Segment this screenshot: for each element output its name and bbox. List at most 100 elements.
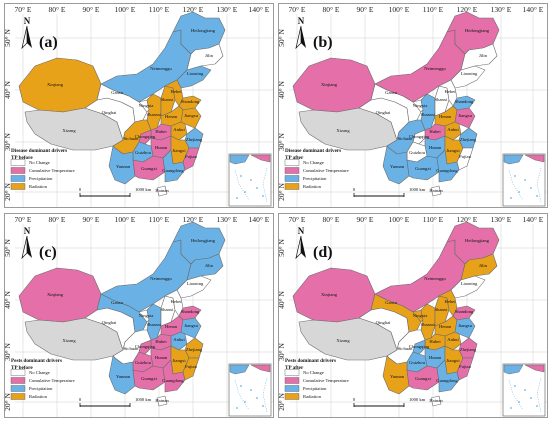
map-panel-d: 70° E 80° E 90° E 100° E 110° E 120° E 130° E 1… <box>278 213 548 418</box>
province-label-yunnan: Yunnan <box>390 164 405 169</box>
legend-label: Precipitation <box>303 176 327 181</box>
panel-letter: (c) <box>39 244 57 261</box>
lon-tick-label: 90° E <box>357 5 374 14</box>
province-label-chongqing: Chongqing <box>135 344 156 349</box>
province-label-guangdong: Guangdong <box>436 168 458 173</box>
province-label-jilin: Jilin <box>205 263 214 268</box>
province-label-shandong: Shandong <box>181 99 200 104</box>
lon-tick-label: 70° E <box>15 5 32 14</box>
province-label-jiangxi: Jiangxi <box>446 358 460 363</box>
province-guangdong <box>436 359 460 393</box>
province-label-sichuan: Sichuan <box>398 346 414 351</box>
province-label-neimenggu: Neimenggu <box>150 66 172 71</box>
province-label-guizhou: Guizhou <box>409 150 426 155</box>
legend-label: Radiation <box>303 184 322 189</box>
lon-tick-label: 90° E <box>83 5 100 14</box>
legend-swatch-radiation <box>284 183 300 190</box>
province-label-qinghai: Qinghai <box>102 320 118 325</box>
legend-swatch-no-change <box>284 369 300 376</box>
lon-tick-label: 80° E <box>49 5 66 14</box>
province-label-neimenggu: Neimenggu <box>150 276 172 281</box>
legend-title: TP after <box>285 365 304 371</box>
lon-tick-label: 140° E <box>249 215 270 224</box>
south-china-sea-inset <box>228 153 272 207</box>
lon-tick-label: 140° E <box>523 5 544 14</box>
province-label-shanxi: Shanxi <box>435 97 448 102</box>
lon-tick-label: 100° E <box>115 215 136 224</box>
legend-title: TP before <box>11 155 33 161</box>
scale-start-label: 0 <box>353 397 356 402</box>
province-label-ningxia: Ningxia <box>139 103 154 108</box>
legend-title: Disease dominant drivers <box>11 148 67 154</box>
province-guangdong <box>162 149 186 183</box>
legend-title: Pests dominant drivers <box>11 358 62 364</box>
legend-swatch-precipitation <box>10 175 26 182</box>
province-label-guangdong: Guangdong <box>162 378 184 383</box>
province-label-qinghai: Qinghai <box>376 320 392 325</box>
lat-tick-label: 20° N <box>279 183 286 201</box>
province-label-shandong: Shandong <box>455 99 474 104</box>
lon-tick-label: 120° E <box>183 215 204 224</box>
legend-label: Radiation <box>29 184 48 189</box>
scale-bar: 0 1000 km <box>353 397 426 407</box>
province-label-guangxi: Guangxi <box>415 376 432 381</box>
province-hainan <box>156 395 168 407</box>
province-label-hunan: Hunan <box>155 145 168 150</box>
province-label-xizang: Xizang <box>336 128 350 133</box>
lon-tick-label: 80° E <box>49 215 66 224</box>
province-label-anhui: Anhui <box>447 127 459 132</box>
province-label-shandong: Shandong <box>455 309 474 314</box>
legend-title: Pests dominant drivers <box>285 358 336 364</box>
legend-swatch-no-change <box>10 159 26 166</box>
map-svg: 70° E 80° E 90° E 100° E 110° E 120° E 130° E 1… <box>279 5 547 207</box>
legend-title: TP after <box>285 155 304 161</box>
legend-label: Radiation <box>303 394 322 399</box>
scale-end-label: 1000 km <box>409 397 426 402</box>
province-label-henan: Henan <box>439 324 452 329</box>
province-hainan <box>156 185 168 197</box>
legend-label: No Change <box>29 160 50 165</box>
province-label-guangdong: Guangdong <box>162 168 184 173</box>
province-label-guizhou: Guizhou <box>135 360 152 365</box>
lat-tick-label: 50° N <box>279 239 286 257</box>
lon-tick-label: 110° E <box>149 5 170 14</box>
legend-label: Radiation <box>29 394 48 399</box>
province-label-zhejiang: Zhejiang <box>186 137 203 142</box>
province-label-shaanxi: Shaanxi <box>421 322 437 327</box>
province-label-jiangxi: Jiangxi <box>172 148 186 153</box>
province-label-hebei: Hebei <box>171 299 183 304</box>
map-svg: 70° E 80° E 90° E 100° E 110° E 120° E 130° E 1… <box>279 215 547 417</box>
province-label-ningxia: Ningxia <box>413 313 428 318</box>
province-label-hainan: Hainan <box>429 398 443 403</box>
north-label: N <box>298 16 305 26</box>
lat-tick-label: 50° N <box>5 29 12 47</box>
lon-tick-label: 130° E <box>217 5 238 14</box>
lat-tick-label: 40° N <box>5 291 12 309</box>
province-label-sichuan: Sichuan <box>124 136 140 141</box>
province-label-chongqing: Chongqing <box>135 134 156 139</box>
scale-bar: 0 1000 km <box>79 397 152 407</box>
province-label-hebei: Hebei <box>445 89 457 94</box>
province-label-guizhou: Guizhou <box>409 360 426 365</box>
province-label-fujian: Fujian <box>459 154 471 159</box>
province-label-chongqing: Chongqing <box>409 344 430 349</box>
province-label-guangdong: Guangdong <box>436 378 458 383</box>
province-label-gansu: Gansu <box>111 90 123 95</box>
province-hainan <box>430 185 442 197</box>
province-label-heilongjiang: Heilongjiang <box>465 28 490 33</box>
province-label-yunnan: Yunnan <box>116 374 131 379</box>
province-label-anhui: Anhui <box>173 127 185 132</box>
province-label-sichuan: Sichuan <box>124 346 140 351</box>
scale-end-label: 1000 km <box>135 397 152 402</box>
province-label-shanxi: Shanxi <box>161 307 174 312</box>
province-label-shanxi: Shanxi <box>435 307 448 312</box>
map-svg: 70° E 80° E 90° E 100° E 110° E 120° E 130° E 1… <box>5 5 273 207</box>
province-label-shaanxi: Shaanxi <box>421 112 437 117</box>
north-label: N <box>24 16 31 26</box>
lat-tick-label: 50° N <box>279 29 286 47</box>
lon-tick-label: 90° E <box>357 215 374 224</box>
lon-tick-label: 110° E <box>423 5 444 14</box>
province-label-zhejiang: Zhejiang <box>460 137 477 142</box>
legend-label: Cumulative Temperature <box>303 168 349 173</box>
